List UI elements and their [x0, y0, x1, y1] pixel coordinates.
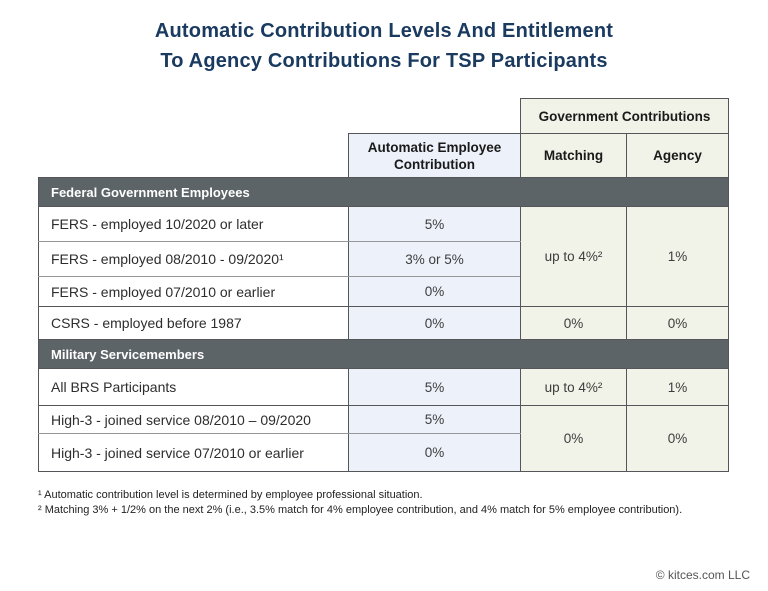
agency-cell-high3-merged: 0% — [626, 405, 729, 472]
employee-contribution-cell: 5% — [348, 405, 521, 434]
section-header-military-servicemembers: Military Servicemembers — [38, 339, 729, 369]
employee-contribution-cell: 0% — [348, 306, 521, 340]
employee-contribution-cell: 3% or 5% — [348, 241, 521, 277]
row-label-all-brs-participants: All BRS Participants — [38, 368, 349, 406]
page-title-line1: Automatic Contribution Levels And Entitl… — [154, 20, 614, 42]
col-header-matching: Matching — [520, 133, 627, 178]
employee-contribution-cell: 5% — [348, 368, 521, 406]
table-row: FERS - employed 08/2010 - 09/2020¹ 3% or… — [38, 241, 729, 277]
table-row: All BRS Participants 5% up to 4%² 1% — [38, 368, 729, 406]
row-label-fers-07-2010-or-earlier: FERS - employed 07/2010 or earlier — [38, 276, 349, 307]
page-title-line2: To Agency Contributions For TSP Particip… — [160, 50, 608, 72]
employee-contribution-cell: 5% — [348, 206, 521, 242]
table-row: FERS - employed 10/2020 or later 5% up t… — [38, 206, 729, 307]
tsp-contributions-table: Government Contributions Automatic Emplo… — [38, 98, 729, 472]
matching-cell-brs: up to 4%² — [520, 368, 627, 406]
matching-cell-high3-merged: 0% — [520, 405, 627, 472]
section-row-military: Military Servicemembers — [38, 339, 729, 369]
footnote-2: ² Matching 3% + 1/2% on the next 2% (i.e… — [38, 504, 683, 516]
copyright-text: © kitces.com LLC — [655, 568, 750, 582]
empty-corner-cell — [38, 98, 521, 134]
matching-cell-fers-merged: up to 4%² — [520, 206, 627, 307]
agency-cell-fers-merged: 1% — [626, 206, 729, 307]
agency-cell-brs: 1% — [626, 368, 729, 406]
footnote-1: ¹ Automatic contribution level is determ… — [38, 489, 423, 501]
section-header-federal-government-employees: Federal Government Employees — [38, 177, 729, 207]
row-label-csrs-before-1987: CSRS - employed before 1987 — [38, 306, 349, 340]
row-label-fers-08-2010-09-2020: FERS - employed 08/2010 - 09/2020¹ — [38, 241, 349, 277]
row-label-high3-08-2010-09-2020: High-3 - joined service 08/2010 – 09/202… — [38, 405, 349, 434]
col-header-automatic-employee-contribution: Automatic Employee Contribution — [348, 133, 521, 178]
empty-corner-cell — [38, 133, 349, 178]
government-contributions-header: Government Contributions — [520, 98, 729, 134]
page-title: Automatic Contribution Levels And Entitl… — [0, 16, 768, 76]
section-row-federal: Federal Government Employees — [38, 177, 729, 207]
col-header-agency: Agency — [626, 133, 729, 178]
matching-cell-csrs: 0% — [520, 306, 627, 340]
footnotes: ¹ Automatic contribution level is determ… — [38, 488, 738, 518]
table-row: High-3 - joined service 07/2010 or earli… — [38, 433, 729, 472]
table-row: High-3 - joined service 08/2010 – 09/202… — [38, 405, 729, 472]
column-headers-row: Automatic Employee Contribution Matching… — [38, 133, 729, 178]
row-label-high3-07-2010-or-earlier: High-3 - joined service 07/2010 or earli… — [38, 433, 349, 472]
employee-contribution-cell: 0% — [348, 276, 521, 307]
row-label-fers-10-2020-or-later: FERS - employed 10/2020 or later — [38, 206, 349, 242]
employee-contribution-cell: 0% — [348, 433, 521, 472]
agency-cell-csrs: 0% — [626, 306, 729, 340]
government-contributions-header-row: Government Contributions — [38, 98, 729, 134]
table-row: CSRS - employed before 1987 0% 0% 0% — [38, 306, 729, 340]
